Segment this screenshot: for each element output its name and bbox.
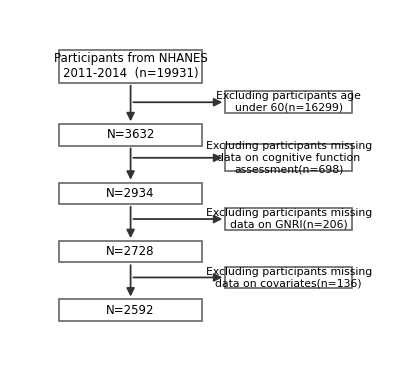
FancyBboxPatch shape <box>59 241 202 262</box>
Text: N=2934: N=2934 <box>106 187 155 200</box>
FancyBboxPatch shape <box>225 208 352 229</box>
Text: N=2592: N=2592 <box>106 303 155 317</box>
FancyBboxPatch shape <box>225 91 352 113</box>
Text: Excluding participants missing
data on GNRI(n=206): Excluding participants missing data on G… <box>206 208 372 230</box>
FancyBboxPatch shape <box>59 50 202 83</box>
Text: Participants from NHANES
2011-2014  (n=19931): Participants from NHANES 2011-2014 (n=19… <box>54 53 208 81</box>
Text: N=2728: N=2728 <box>106 245 155 258</box>
Text: Excluding participants missing
data on covariates(n=136): Excluding participants missing data on c… <box>206 266 372 288</box>
FancyBboxPatch shape <box>59 182 202 204</box>
Text: Excluding participants age
under 60(n=16299): Excluding participants age under 60(n=16… <box>216 91 361 113</box>
FancyBboxPatch shape <box>59 299 202 321</box>
Text: Excluding participants missing
data on cognitive function
assessment(n=698): Excluding participants missing data on c… <box>206 141 372 174</box>
Text: N=3632: N=3632 <box>106 128 155 141</box>
FancyBboxPatch shape <box>59 124 202 145</box>
FancyBboxPatch shape <box>225 144 352 171</box>
FancyBboxPatch shape <box>225 267 352 288</box>
